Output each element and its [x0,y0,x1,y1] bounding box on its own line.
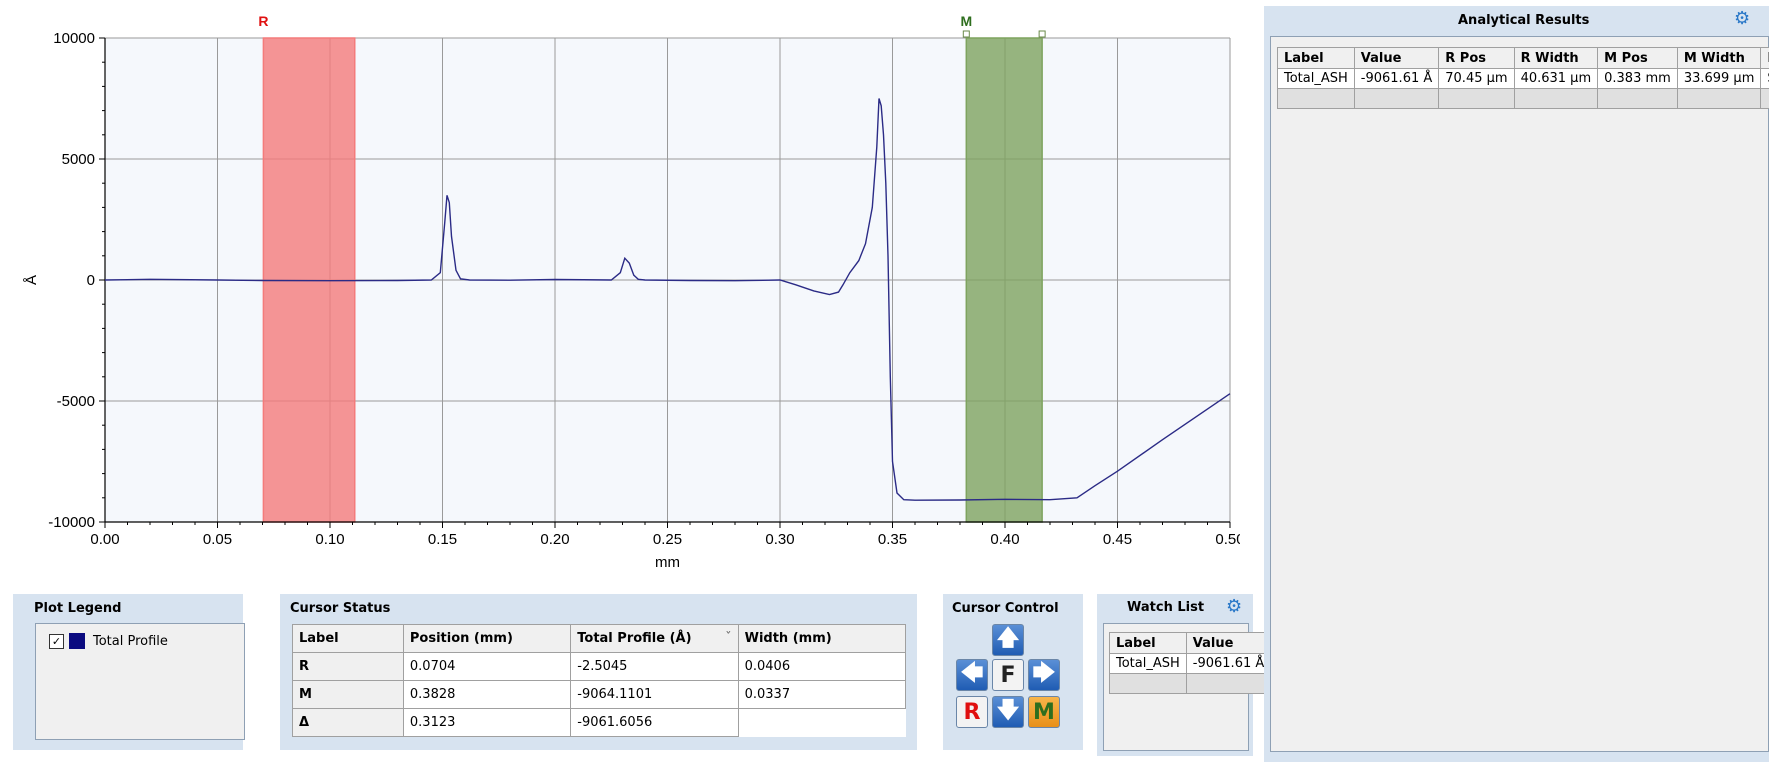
cursor-left-button[interactable]: 🡄 [956,659,988,691]
m-cursor-button[interactable]: M [1028,696,1060,728]
x-tick-label: 0.25 [653,531,682,548]
x-tick-label: 0.15 [428,531,457,548]
x-tick-label: 0.45 [1103,531,1132,548]
measure-band-handle[interactable] [1038,30,1046,38]
reference-band-label[interactable]: R [258,13,268,29]
analytical-results-table: Label Value R Pos R Width M Pos M Width … [1277,47,1769,109]
cell-width[interactable]: 0.0406 [737,652,907,681]
cell-position[interactable]: 0.0704 [402,652,572,681]
x-tick-label: 0.10 [315,531,344,548]
table-row[interactable]: Δ 0.3123 -9061.6056 [292,708,906,737]
table-row-new[interactable] [1109,673,1272,694]
col-header-label[interactable]: Label [1277,47,1355,69]
y-tick-label: -10000 [48,514,95,531]
analytical-results-title: Analytical Results [1458,13,1590,28]
profile-chart[interactable]: R M 0.00 0.05 0.10 0.15 0.20 0.25 0.30 0.35 0.40 0.… [0,0,1240,580]
cell-profile[interactable]: -2.5045 [570,652,739,681]
col-header-value[interactable]: Value [1185,632,1272,654]
cell-m-width[interactable]: 33.699 µm [1676,68,1762,89]
col-header-label[interactable]: Label [292,624,404,653]
cursor-control-title: Cursor Control [952,601,1059,616]
cell-id[interactable]: Segment 1 [1760,68,1769,89]
watch-list-gear-icon[interactable]: ⚙ [1226,596,1243,617]
x-tick-label: 0.35 [878,531,907,548]
r-cursor-button[interactable]: R [956,696,988,728]
analytical-results-box [1270,36,1769,752]
cursor-down-button[interactable]: 🡇 [992,696,1024,728]
measure-band-label[interactable]: M [960,13,972,29]
cell-width[interactable]: 0.0337 [737,680,907,709]
legend-checkbox[interactable]: ✓ [49,633,64,649]
y-tick-label: -5000 [57,393,95,410]
row-label: Δ [292,708,404,737]
cell-label[interactable]: Total_ASH [1109,653,1187,674]
col-header-r-width[interactable]: R Width [1513,47,1599,69]
sort-indicator-icon: ˇ [725,631,732,646]
x-axis-label: mm [655,554,680,571]
y-tick-label: 5000 [62,151,95,168]
cell-position[interactable]: 0.3828 [402,680,572,709]
cursor-right-button[interactable]: 🡆 [1028,659,1060,691]
focus-button[interactable]: F [992,659,1024,691]
cursor-status-title: Cursor Status [290,601,391,616]
cell-profile[interactable]: -9064.1101 [570,680,739,709]
cell-position[interactable]: 0.3123 [402,708,572,737]
row-label: R [292,652,404,681]
y-tick-label: 10000 [53,30,95,47]
series-line-total-profile[interactable] [104,98,1231,501]
table-row-new[interactable] [1277,88,1769,109]
legend-color-swatch [69,633,85,649]
plot-legend-title: Plot Legend [34,601,122,616]
x-tick-label: 0.30 [765,531,794,548]
watch-list-title: Watch List [1127,600,1205,615]
col-header-value[interactable]: Value [1353,47,1440,69]
col-header-r-pos[interactable]: R Pos [1438,47,1515,69]
measure-band-handle[interactable] [962,30,970,38]
legend-item-label: Total Profile [93,633,168,649]
cursor-status-table: Label Position (mm) Total Profile (Å) ˇ W… [292,624,907,737]
col-header-position[interactable]: Position (mm) [402,624,572,653]
watch-list-table: Label Value Total_ASH -9061.61 Å [1109,632,1272,694]
y-axis-label: Å [23,275,40,285]
table-row[interactable]: R 0.0704 -2.5045 0.0406 [292,652,907,681]
cell-value[interactable]: -9061.61 Å [1185,653,1272,674]
table-row[interactable]: Total_ASH -9061.61 Å [1109,653,1272,674]
x-tick-label: 0.20 [540,531,569,548]
table-row[interactable]: M 0.3828 -9064.1101 0.0337 [292,680,907,709]
cell-profile[interactable]: -9061.6056 [570,708,739,737]
x-tick-label: 0.05 [203,531,232,548]
measure-band[interactable] [965,37,1043,523]
x-tick-label: 0.40 [990,531,1019,548]
col-header-m-pos[interactable]: M Pos [1597,47,1678,69]
cell-label[interactable]: Total_ASH [1277,68,1355,89]
cell-r-width[interactable]: 40.631 µm [1513,68,1599,89]
cell-value[interactable]: -9061.61 Å [1353,68,1440,89]
x-tick-label: 0.00 [90,531,119,548]
cell-empty[interactable] [1109,673,1187,694]
col-header-label[interactable]: Label [1109,632,1187,654]
col-header-id[interactable]: ID [1760,47,1769,69]
cell-empty[interactable] [1185,673,1272,694]
col-header-profile[interactable]: Total Profile (Å) ˇ [570,624,739,653]
col-header-m-width[interactable]: M Width [1676,47,1762,69]
cell-width [738,709,905,737]
cursor-up-button[interactable]: 🡅 [992,624,1024,656]
y-tick-label: 0 [87,272,95,289]
row-label: M [292,680,404,709]
cell-m-pos[interactable]: 0.383 mm [1597,68,1678,89]
table-row[interactable]: Total_ASH -9061.61 Å 70.45 µm 40.631 µm … [1277,68,1769,89]
x-tick-label: 0.50 [1215,531,1240,548]
legend-item-total-profile[interactable]: ✓ Total Profile [49,633,168,649]
analytical-results-gear-icon[interactable]: ⚙ [1734,8,1751,29]
cell-r-pos[interactable]: 70.45 µm [1438,68,1515,89]
col-header-width[interactable]: Width (mm) [737,624,907,653]
